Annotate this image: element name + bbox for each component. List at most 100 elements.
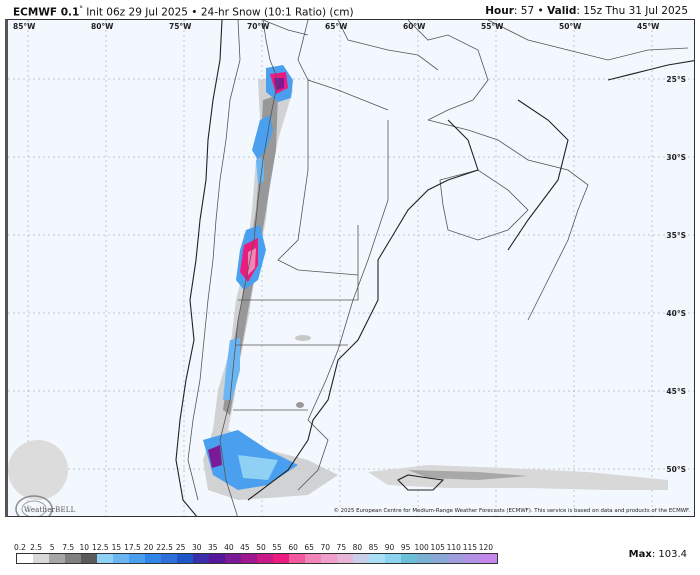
colorbar-tick: 60: [288, 543, 298, 552]
colorbar-labels: 0.2 2.5 5 7.5 10 12.5 15 17.5 20 22.5 25 30 35 40 45 50…: [14, 543, 506, 553]
colorbar-segment: [289, 554, 305, 563]
snow-light-shading: [8, 75, 668, 500]
colorbar-tick: 10: [79, 543, 90, 552]
map-canvas: [8, 20, 694, 516]
colorbar-segment: [225, 554, 241, 563]
colorbar-segment: [17, 554, 33, 563]
map-panel: 85°W 80°W 75°W 70°W 65°W 60°W 55°W 50°W …: [5, 19, 695, 517]
colorbar-tick: 95: [400, 543, 411, 552]
colorbar-segment: [33, 554, 49, 563]
swirl-icon: [15, 495, 53, 516]
lat-label: 30°S: [666, 153, 686, 162]
colorbar-segment: [81, 554, 97, 563]
colorbar-segment: [209, 554, 225, 563]
model-name: ECMWF 0.1: [13, 6, 80, 19]
colorbar-tick: 75: [336, 543, 347, 552]
colorbar-tick: 2.5: [30, 543, 43, 552]
lon-label: 75°W: [169, 22, 192, 31]
colorbar-tick: 50: [256, 543, 266, 552]
colorbar-segment: [273, 554, 289, 563]
lon-label: 85°W: [13, 22, 36, 31]
valid-label: Valid: [547, 5, 577, 17]
colorbar-segment: [145, 554, 161, 563]
hour-label: Hour: [485, 5, 514, 17]
colorbar-segment: [97, 554, 113, 563]
colorbar-segment: [433, 554, 449, 563]
colorbar-segment: [385, 554, 401, 563]
colorbar-segment: [449, 554, 465, 563]
colorbar-tick: 120: [478, 543, 494, 552]
lat-label: 35°S: [666, 231, 686, 240]
colorbar-tick: 7.5: [62, 543, 75, 552]
colorbar-tick: 55: [272, 543, 282, 552]
lat-label: 45°S: [666, 387, 686, 396]
colorbar: [16, 553, 498, 564]
colorbar-segment: [113, 554, 129, 563]
coastline: [175, 20, 694, 516]
lat-label: 40°S: [666, 309, 686, 318]
colorbar-tick: 85: [368, 543, 379, 552]
colorbar-tick: 100: [414, 543, 429, 552]
lon-label: 65°W: [325, 22, 348, 31]
max-number: : 103.4: [651, 549, 687, 560]
colorbar-segment: [465, 554, 481, 563]
hour-value: : 57: [513, 5, 535, 17]
colorbar-segment: [49, 554, 65, 563]
lon-label: 55°W: [481, 22, 504, 31]
colorbar-tick: 45: [240, 543, 250, 552]
colorbar-tick: 115: [462, 543, 478, 552]
lat-label: 50°S: [666, 465, 686, 474]
colorbar-segment: [241, 554, 257, 563]
colorbar-tick: 65: [304, 543, 314, 552]
lon-label: 50°W: [559, 22, 582, 31]
lat-label: 25°S: [666, 75, 686, 84]
map-title: ECMWF 0.1° Init 06z 29 Jul 2025 • 24-hr …: [13, 5, 354, 19]
snow-blue-shading: [203, 65, 298, 490]
colorbar-tick: 17.5: [124, 543, 141, 552]
colorbar-segment: [321, 554, 337, 563]
ecmwf-credit: © 2025 European Centre for Medium-Range …: [332, 508, 691, 514]
colorbar-tick: 30: [191, 543, 202, 552]
colorbar-segment: [193, 554, 209, 563]
separator: •: [191, 6, 198, 19]
valid-value: : 15z Thu 31 Jul 2025: [576, 5, 688, 17]
colorbar-tick: 110: [446, 543, 461, 552]
lon-label: 70°W: [247, 22, 270, 31]
colorbar-tick: 20: [143, 543, 154, 552]
colorbar-segment: [401, 554, 417, 563]
colorbar-tick: 22.5: [156, 543, 173, 552]
colorbar-tick: 80: [352, 543, 363, 552]
valid-info: Hour: 57 • Valid: 15z Thu 31 Jul 2025: [485, 5, 688, 17]
colorbar-segment: [257, 554, 273, 563]
weatherbell-logo: WeatherBELL: [12, 492, 75, 516]
colorbar-tick: 70: [320, 543, 331, 552]
colorbar-segment: [129, 554, 145, 563]
colorbar-tick: 105: [430, 543, 445, 552]
colorbar-tick: 25: [175, 543, 186, 552]
colorbar-segment: [65, 554, 81, 563]
graticule: [8, 20, 694, 516]
colorbar-tick: 12.5: [91, 543, 109, 552]
colorbar-segment: [161, 554, 177, 563]
colorbar-tick: 90: [384, 543, 395, 552]
colorbar-segment: [417, 554, 433, 563]
separator: •: [537, 5, 544, 17]
colorbar-segment: [481, 554, 497, 563]
init-time: Init 06z 29 Jul 2025: [86, 6, 188, 19]
colorbar-tick: 15: [111, 543, 122, 552]
product-name: 24-hr Snow (10:1 Ratio) (cm): [200, 6, 354, 19]
colorbar-segment: [369, 554, 385, 563]
lon-label: 80°W: [91, 22, 114, 31]
colorbar-tick: 5: [49, 543, 55, 552]
degree-symbol: °: [79, 5, 83, 13]
colorbar-tick: 40: [224, 543, 234, 552]
max-label: Max: [628, 549, 652, 560]
lon-label: 60°W: [403, 22, 426, 31]
colorbar-segment: [337, 554, 353, 563]
colorbar-segment: [353, 554, 369, 563]
colorbar-tick: 0.2: [14, 543, 26, 552]
colorbar-segment: [177, 554, 193, 563]
country-borders: [187, 20, 689, 516]
colorbar-tick: 35: [208, 543, 218, 552]
lon-label: 45°W: [637, 22, 660, 31]
